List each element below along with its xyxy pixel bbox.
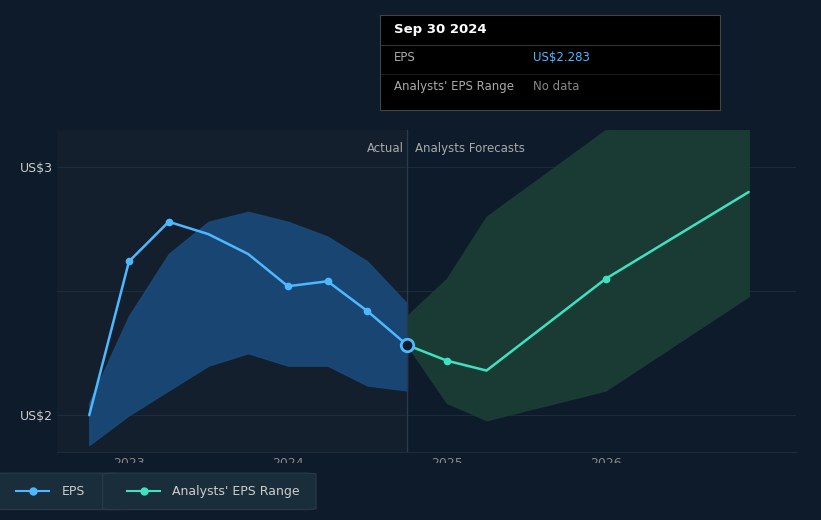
Text: US$2.283: US$2.283	[533, 51, 589, 64]
Bar	[57, 130, 407, 452]
Text: Analysts' EPS Range: Analysts' EPS Range	[393, 80, 514, 93]
Text: EPS: EPS	[62, 485, 85, 498]
FancyBboxPatch shape	[103, 473, 316, 510]
FancyBboxPatch shape	[0, 473, 123, 510]
Text: EPS: EPS	[393, 51, 415, 64]
Text: Analysts' EPS Range: Analysts' EPS Range	[172, 485, 300, 498]
Text: No data: No data	[533, 80, 580, 93]
Text: Actual: Actual	[367, 142, 404, 155]
Bar	[407, 130, 796, 452]
Text: Sep 30 2024: Sep 30 2024	[393, 22, 486, 35]
Text: Analysts Forecasts: Analysts Forecasts	[415, 142, 525, 155]
